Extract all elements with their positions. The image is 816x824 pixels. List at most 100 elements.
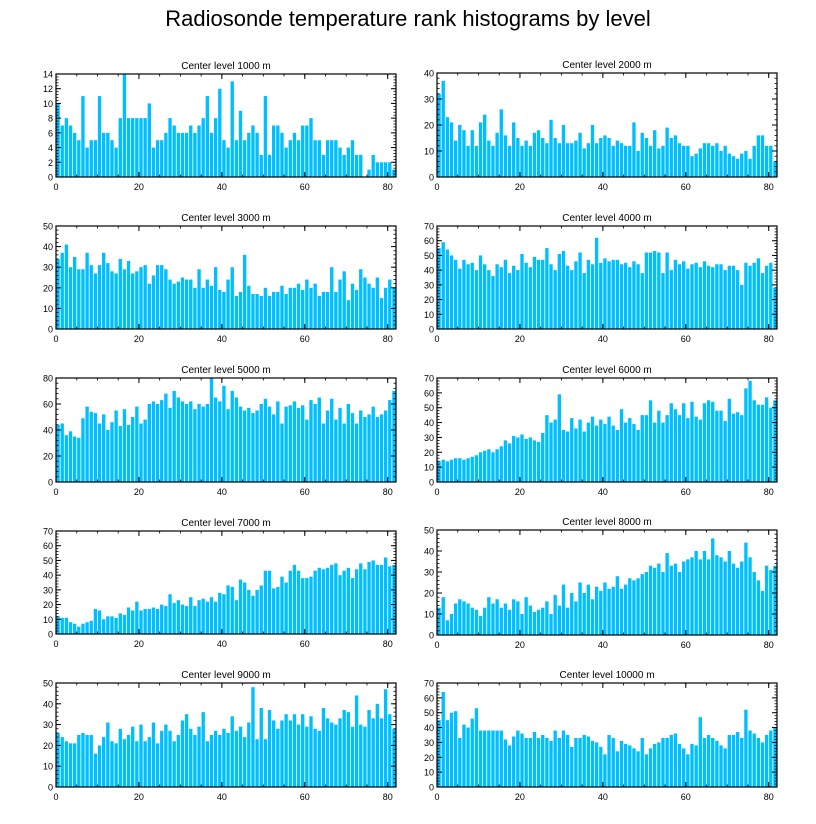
bar (611, 737, 615, 787)
bar (437, 720, 441, 787)
bar (615, 259, 620, 329)
bar (122, 74, 127, 177)
bar (458, 125, 462, 177)
x-tick-label: 60 (300, 182, 310, 192)
bar (383, 410, 388, 482)
bar (677, 264, 682, 329)
x-tick-label: 0 (53, 334, 58, 344)
bar (582, 593, 586, 635)
bar (748, 158, 752, 177)
y-tick-label: 70 (424, 374, 434, 384)
bar (619, 264, 624, 329)
bar (60, 617, 64, 634)
bar (545, 248, 549, 329)
bar (213, 601, 218, 634)
bar (131, 726, 135, 787)
bar (317, 730, 321, 787)
bar (491, 276, 495, 329)
bar (756, 404, 761, 482)
bar (363, 417, 367, 482)
bar (102, 414, 106, 482)
y-tick-label: 50 (43, 679, 53, 689)
bar (276, 401, 280, 482)
bar (363, 277, 367, 329)
bar (110, 616, 114, 634)
bar (644, 415, 649, 482)
bar (93, 273, 98, 329)
bar (553, 419, 557, 482)
bar (520, 434, 524, 482)
bar (586, 584, 591, 635)
bar (628, 267, 632, 329)
bar (570, 593, 574, 635)
bar (764, 735, 769, 787)
bar (545, 601, 549, 635)
bar (56, 103, 60, 177)
bar (715, 143, 719, 177)
bar (255, 739, 259, 787)
bar (665, 415, 669, 482)
bar (503, 603, 508, 635)
y-tick-label: 0 (429, 631, 434, 641)
bar (574, 261, 578, 329)
bar (68, 267, 73, 329)
bar (388, 400, 392, 482)
bar (653, 251, 657, 329)
bar (773, 400, 777, 482)
bar (379, 298, 384, 329)
bar (176, 281, 180, 329)
bar (126, 735, 131, 787)
bar (669, 403, 673, 482)
bar (557, 253, 561, 329)
bar (644, 138, 649, 177)
bar (727, 398, 731, 482)
bar (466, 727, 470, 787)
bar (458, 268, 462, 329)
bar (276, 291, 280, 329)
bar (648, 145, 653, 177)
panel-title: Center level 2000 m (562, 60, 652, 71)
bar (636, 264, 640, 329)
bar (586, 259, 591, 329)
bar (93, 753, 98, 787)
bar (350, 283, 355, 329)
bar (657, 742, 661, 787)
bar (723, 270, 727, 329)
bar (197, 404, 201, 482)
bar (367, 710, 371, 787)
bar (106, 263, 110, 329)
y-tick-label: 20 (424, 121, 434, 131)
bar (155, 608, 160, 634)
bar (346, 404, 350, 482)
bar (545, 143, 549, 177)
bar (665, 553, 669, 635)
bar (350, 140, 355, 177)
bar (553, 595, 557, 635)
bar (760, 590, 765, 635)
bar (727, 265, 731, 329)
bar (325, 140, 330, 177)
bar (201, 406, 205, 482)
bar (284, 714, 288, 787)
bar (611, 425, 615, 482)
bar (334, 563, 338, 634)
bar (230, 716, 234, 787)
y-tick-label: 60 (424, 388, 434, 398)
bar (495, 449, 499, 482)
bar (607, 588, 611, 635)
bar (735, 412, 740, 482)
bar (516, 270, 520, 329)
bar (516, 437, 520, 482)
bar (143, 608, 147, 634)
bar (213, 397, 218, 482)
bar (342, 570, 346, 634)
bar (599, 262, 603, 329)
y-tick-label: 30 (43, 263, 53, 273)
bar (218, 735, 222, 787)
bar (197, 125, 201, 177)
bar (280, 285, 284, 329)
bar (553, 730, 557, 787)
bar (574, 140, 578, 177)
y-tick-label: 40 (424, 547, 434, 557)
panel-title: Center level 5000 m (181, 365, 271, 376)
